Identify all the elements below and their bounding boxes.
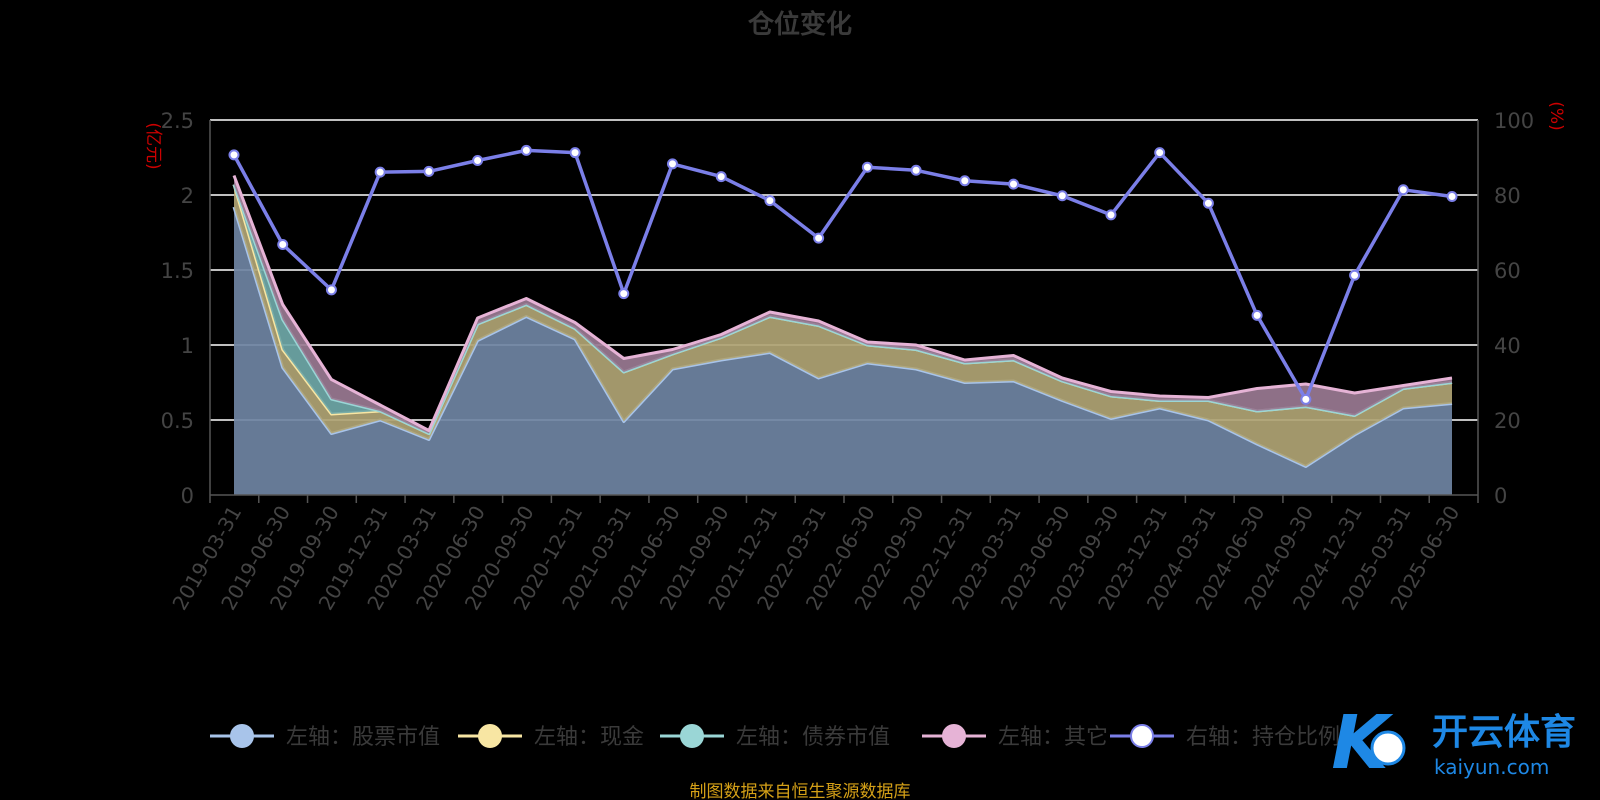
ratio-point — [472, 155, 484, 166]
ratio-point — [277, 239, 289, 250]
legend: 左轴：股票市值 左轴：现金 左轴：债券市值 左轴：其它 右轴：持仓比例 — [210, 724, 1340, 750]
ratio-line-path — [232, 148, 1453, 402]
ratio-point — [618, 288, 630, 300]
legend-label: 左轴：现金 — [534, 725, 644, 750]
watermark-brand: 开云体育 — [1432, 712, 1576, 753]
ratio-point — [228, 149, 240, 161]
right-tick-label: 20 — [1494, 409, 1521, 433]
ratio-point — [1300, 393, 1312, 405]
legend-marker — [680, 724, 704, 748]
watermark-k-mark: K — [1331, 700, 1393, 786]
ratio-point — [1056, 190, 1068, 202]
ratio-line — [228, 144, 1458, 405]
left-tick-label: 0 — [181, 484, 194, 508]
area-4 — [234, 175, 1452, 434]
right-tick-label: 60 — [1494, 259, 1521, 283]
ratio-point — [861, 161, 873, 173]
legend-marker — [478, 724, 502, 748]
ratio-point — [423, 165, 435, 177]
area-1 — [234, 207, 1452, 495]
legend-label: 左轴：债券市值 — [736, 725, 890, 750]
watermark-logo: K 开云体育 kaiyun.com — [1331, 700, 1576, 786]
ratio-point — [520, 144, 532, 156]
ratio-point — [1251, 309, 1263, 321]
ratio-point — [1008, 178, 1020, 190]
legend-marker — [1130, 724, 1154, 748]
right-tick-label: 0 — [1494, 484, 1507, 508]
ratio-point — [910, 164, 922, 176]
ratio-point — [1446, 191, 1458, 202]
left-tick-label: 2.5 — [161, 109, 194, 133]
legend-label: 右轴：持仓比例 — [1186, 725, 1340, 750]
watermark-ball-icon — [1370, 730, 1406, 766]
legend-label: 左轴：股票市值 — [286, 725, 440, 750]
y-axis-labels: 0 0 0.5 20 1 40 1.5 60 2 80 2.5 100 — [161, 109, 1535, 508]
ratio-point — [764, 195, 776, 207]
x-axis-labels: 2019-03-312019-06-302019-09-302019-12-31… — [167, 501, 1464, 614]
axes — [209, 120, 1479, 503]
ratio-point — [1397, 184, 1409, 196]
left-tick-label: 0.5 — [161, 409, 194, 433]
ratio-point — [1202, 197, 1214, 209]
source-note: 制图数据来自恒生聚源数据库 — [690, 782, 911, 800]
ratio-point — [715, 171, 727, 183]
area-3 — [234, 184, 1452, 434]
right-tick-label: 100 — [1494, 109, 1534, 133]
left-tick-label: 1 — [181, 334, 194, 358]
ratio-point — [1105, 209, 1117, 221]
stacked-areas — [232, 174, 1453, 495]
area-edge-4 — [232, 174, 1453, 432]
ratio-point — [374, 166, 386, 178]
legend-label: 左轴：其它 — [998, 725, 1108, 750]
legend-marker — [230, 724, 254, 748]
watermark-domain: kaiyun.com — [1434, 755, 1549, 779]
ratio-point — [666, 158, 678, 170]
ratio-point — [959, 175, 971, 187]
chart-title: 仓位变化 — [747, 9, 852, 40]
ratio-point — [325, 284, 337, 296]
ratio-point — [1349, 269, 1361, 281]
left-tick-label: 1.5 — [161, 259, 194, 283]
legend-marker — [942, 724, 966, 748]
ratio-point — [813, 232, 825, 244]
left-tick-label: 2 — [181, 184, 194, 208]
right-axis-unit: (%) — [1546, 101, 1566, 130]
left-axis-unit: (亿元) — [143, 122, 163, 169]
ratio-point — [1154, 147, 1166, 159]
right-tick-label: 40 — [1494, 334, 1521, 358]
ratio-point — [569, 147, 581, 159]
right-tick-label: 80 — [1494, 184, 1521, 208]
